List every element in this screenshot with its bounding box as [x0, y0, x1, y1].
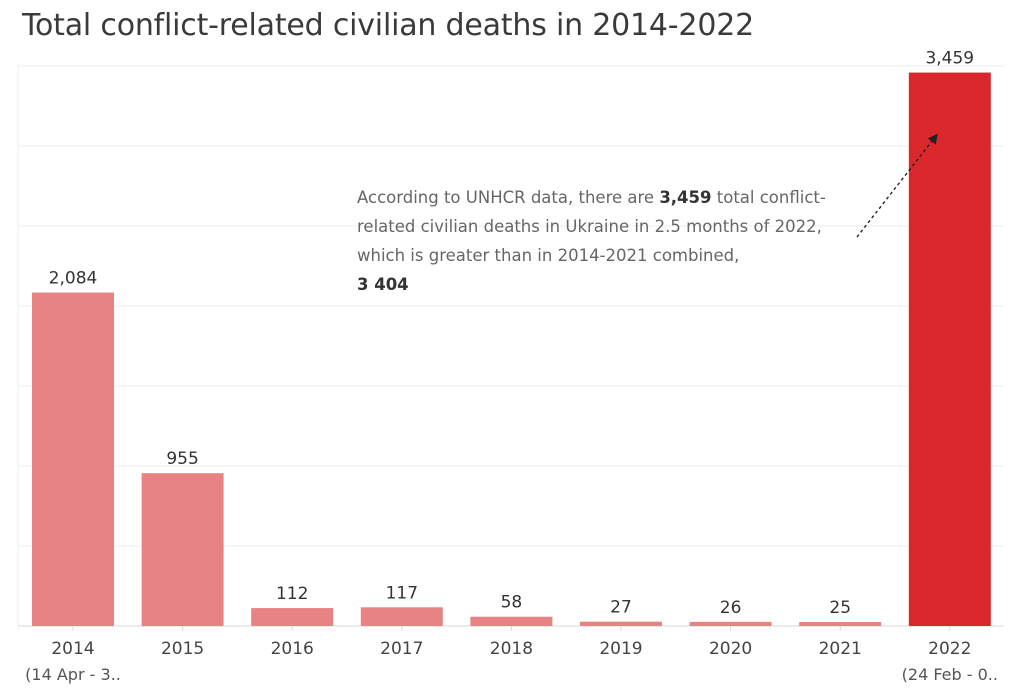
- bar-2016: [251, 608, 334, 626]
- tick-sublabel-2022: (24 Feb - 0..: [902, 665, 998, 684]
- tick-label-2020: 2020: [709, 639, 752, 659]
- annotation-bold-total: 3 404: [357, 275, 409, 294]
- bar-2019: [580, 621, 662, 626]
- value-label-2014: 2,084: [49, 269, 98, 289]
- bar-2021: [799, 622, 882, 626]
- bar-2022: [908, 72, 991, 626]
- tick-label-2021: 2021: [819, 639, 862, 659]
- value-label-2021: 25: [829, 598, 851, 618]
- tick-label-2018: 2018: [490, 639, 533, 659]
- tick-label-2017: 2017: [380, 639, 423, 659]
- tick-label-2016: 2016: [271, 639, 314, 659]
- value-label-2015: 955: [166, 449, 198, 469]
- annotation-text: According to UNHCR data, there are 3,459…: [357, 183, 857, 299]
- bar-2020: [689, 621, 772, 626]
- value-label-2019: 27: [610, 598, 632, 618]
- bar-2018: [470, 616, 553, 626]
- bar-2014: [32, 292, 114, 626]
- bars: [32, 72, 991, 626]
- tick-label-2015: 2015: [161, 639, 204, 659]
- value-label-2017: 117: [386, 583, 418, 603]
- bar-2015: [141, 473, 224, 626]
- value-label-2016: 112: [276, 584, 308, 604]
- x-axis-ticks: 2014 (14 Apr - 3.. 2015 2016 2017 2018 2019 202…: [25, 626, 998, 684]
- value-label-2020: 26: [720, 598, 742, 618]
- annotation-bold-value: 3,459: [659, 188, 712, 207]
- bar-2017: [360, 607, 443, 626]
- tick-label-2022: 2022: [928, 639, 971, 659]
- tick-sublabel-2014: (14 Apr - 3..: [25, 665, 121, 684]
- chart-title: Total conflict-related civilian deaths i…: [22, 8, 754, 43]
- value-label-2022: 3,459: [925, 49, 974, 69]
- annotation-before: According to UNHCR data, there are: [357, 188, 660, 207]
- value-label-2018: 58: [501, 593, 523, 613]
- tick-label-2014: 2014: [51, 639, 94, 659]
- annotation-middle: total conflict-related civilian deaths i…: [357, 188, 826, 265]
- value-labels: 2,084 955 112 117 58 27 26 25 3,459: [49, 49, 974, 618]
- tick-label-2019: 2019: [599, 639, 642, 659]
